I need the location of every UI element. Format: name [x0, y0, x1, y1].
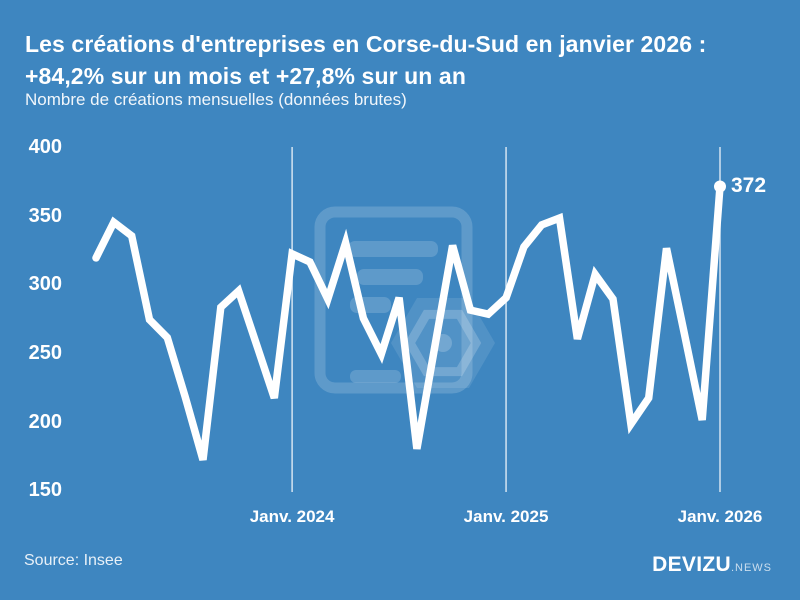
chart-title: Les créations d'entreprises en Corse-du-… — [25, 28, 785, 92]
y-axis-tick-label: 300 — [28, 273, 62, 296]
brand-logo: DEVIZU .NEWS — [652, 553, 772, 577]
brand-suffix: .NEWS — [730, 562, 772, 574]
source-note: Source: Insee — [24, 552, 123, 569]
y-axis-tick-label: 400 — [28, 136, 62, 158]
chart-subtitle: Nombre de créations mensuelles (données … — [25, 90, 407, 109]
chart-title-line2: +84,2% sur un mois et +27,8% sur un an — [25, 63, 466, 89]
x-axis-tick-label: Janv. 2024 — [249, 507, 335, 526]
watermark-hexagon-outer — [391, 298, 495, 388]
y-axis-tick-label: 350 — [28, 204, 62, 227]
last-point-marker — [714, 180, 726, 193]
x-axis-tick-label: Janv. 2026 — [677, 507, 763, 526]
brand-name: DEVIZU — [652, 553, 731, 576]
last-value-label: 372 — [731, 174, 767, 197]
series-line — [92, 182, 724, 461]
y-axis-tick-label: 250 — [28, 342, 62, 365]
watermark-hexagon — [404, 309, 482, 377]
chart-title-line1: Les créations d'entreprises en Corse-du-… — [25, 31, 707, 57]
y-axis-tick-label: 150 — [28, 479, 62, 502]
x-axis-tick-label: Janv. 2025 — [463, 507, 549, 526]
y-axis-tick-label: 200 — [28, 410, 62, 433]
